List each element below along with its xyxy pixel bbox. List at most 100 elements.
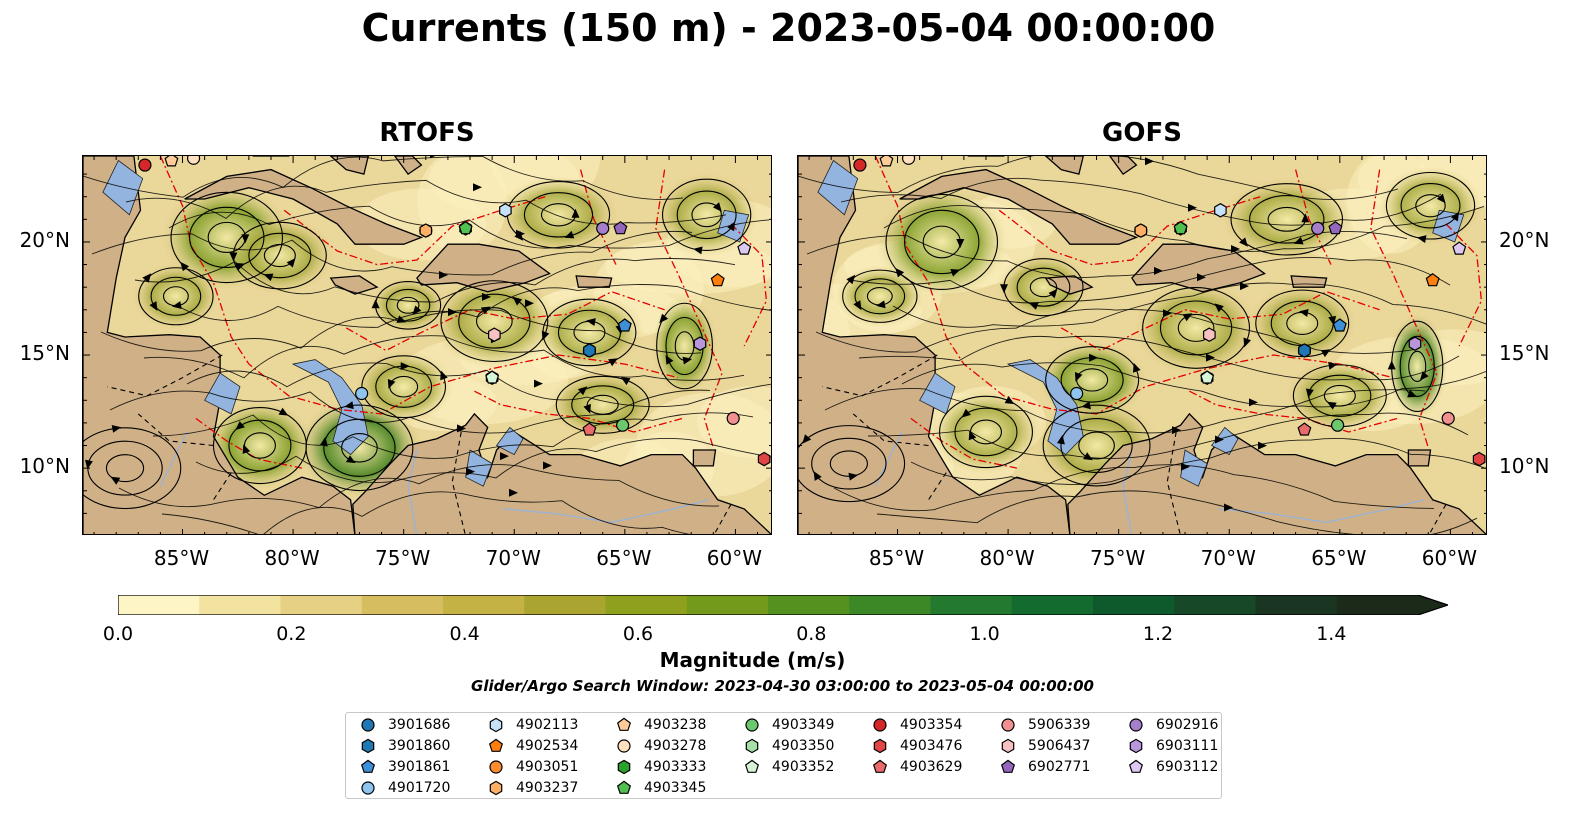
float-marker-5906339[interactable] xyxy=(1441,411,1455,425)
landmass xyxy=(416,243,551,293)
map-canvas[interactable] xyxy=(798,156,1487,535)
float-marker-4903238[interactable] xyxy=(164,156,179,167)
float-marker-6902771[interactable] xyxy=(1328,221,1343,235)
landmass xyxy=(1044,275,1094,295)
float-marker-4903629[interactable] xyxy=(1297,422,1312,436)
legend-marker-6903112 xyxy=(1128,759,1144,773)
eez-boundary xyxy=(1370,169,1438,448)
lon-tick-label-left: 65°W xyxy=(596,546,652,570)
legend-label: 4903237 xyxy=(516,780,579,796)
eez-boundary xyxy=(874,156,1394,415)
float-marker-4903238[interactable] xyxy=(879,156,894,167)
legend-label: 6903111 xyxy=(1156,738,1219,754)
float-marker-4903349[interactable] xyxy=(1331,418,1345,432)
map-panel-rtofs[interactable] xyxy=(82,155,772,535)
float-marker-4903237[interactable] xyxy=(1134,223,1148,238)
legend-marker-4902534 xyxy=(488,738,504,752)
float-marker-3901861[interactable] xyxy=(1332,318,1347,332)
legend-marker-4903051 xyxy=(489,760,503,774)
legend-marker-4903333 xyxy=(617,759,631,775)
float-marker-4903476[interactable] xyxy=(757,451,771,467)
float-marker-4901720[interactable] xyxy=(1070,386,1084,401)
lon-tick-label-left: 80°W xyxy=(264,546,320,570)
legend-label: 3901860 xyxy=(388,738,451,754)
eez-boundary xyxy=(345,290,665,352)
legend-marker-4903629 xyxy=(872,759,888,773)
float-marker-3901860[interactable] xyxy=(1298,343,1311,358)
float-marker-4903629[interactable] xyxy=(582,422,597,436)
float-marker-4902534[interactable] xyxy=(710,273,725,287)
water-body xyxy=(102,159,144,216)
colorbar-gradient xyxy=(117,594,1450,616)
legend-item: 4902534 xyxy=(488,736,578,756)
float-marker-6903111[interactable] xyxy=(1408,336,1422,351)
legend-item: 3901686 xyxy=(360,715,450,735)
float-marker-4903349[interactable] xyxy=(616,418,630,432)
legend-marker-6903111 xyxy=(1129,738,1143,754)
eez-boundary xyxy=(998,196,1261,266)
float-marker-4903278[interactable] xyxy=(186,156,201,165)
legend-item: 4903051 xyxy=(488,757,578,777)
colorbar-segment xyxy=(524,595,606,615)
float-marker-4902534[interactable] xyxy=(1425,273,1440,287)
legend-item: 4902113 xyxy=(488,715,578,735)
float-marker-6903112[interactable] xyxy=(1452,241,1467,255)
legend-label: 4903354 xyxy=(900,717,963,733)
float-marker-4903354[interactable] xyxy=(138,158,152,172)
legend-label: 4903349 xyxy=(772,717,835,733)
colorbar-tick-label: 1.2 xyxy=(1142,623,1174,645)
legend-label: 4902113 xyxy=(516,717,579,733)
float-marker-3901860[interactable] xyxy=(583,343,596,358)
float-marker-5906437[interactable] xyxy=(488,327,501,342)
colorbar-tick-label: 0.8 xyxy=(796,623,827,645)
lon-tick-label-left: 70°W xyxy=(485,546,541,570)
colorbar-segment xyxy=(443,595,525,615)
float-marker-3901861[interactable] xyxy=(617,318,632,332)
legend-label: 4903629 xyxy=(900,759,963,775)
float-marker-6902771[interactable] xyxy=(613,221,628,235)
float-marker-4901720[interactable] xyxy=(355,386,369,401)
float-marker-4903352[interactable] xyxy=(1200,370,1215,384)
water-body xyxy=(204,372,241,415)
float-marker-6902916[interactable] xyxy=(596,221,610,235)
float-marker-4903352[interactable] xyxy=(485,370,500,384)
float-marker-4903476[interactable] xyxy=(1472,451,1486,467)
float-marker-4903354[interactable] xyxy=(853,158,867,172)
legend-label: 5906437 xyxy=(1028,738,1091,754)
legend-label: 4903238 xyxy=(644,717,707,733)
colorbar-segment xyxy=(1255,595,1338,615)
colorbar-segment xyxy=(768,595,850,615)
legend-item: 6902771 xyxy=(1000,757,1090,777)
legend-label: 4903352 xyxy=(772,759,835,775)
float-marker-4902113[interactable] xyxy=(499,203,512,218)
legend-marker-5906437 xyxy=(1001,738,1015,754)
legend-marker-4902113 xyxy=(489,717,503,733)
float-marker-6903112[interactable] xyxy=(737,241,752,255)
landmass xyxy=(1131,243,1266,293)
colorbar-segment xyxy=(1336,595,1418,615)
float-marker-6902916[interactable] xyxy=(1311,221,1325,235)
lon-tick-label-left: 60°W xyxy=(706,546,763,570)
figure-title: Currents (150 m) - 2023-05-04 00:00:00 xyxy=(361,6,1216,50)
eez-boundary xyxy=(195,417,303,469)
eez-boundary xyxy=(1189,390,1398,433)
map-panel-gofs[interactable] xyxy=(797,155,1487,535)
colorbar-segment xyxy=(199,595,281,615)
float-marker-5906437[interactable] xyxy=(1203,327,1216,342)
legend-marker-4903354 xyxy=(873,718,887,732)
legend-item: 4903629 xyxy=(872,757,962,777)
search-window-label: Glider/Argo Search Window: 2023-04-30 03… xyxy=(471,677,1094,695)
float-marker-4903278[interactable] xyxy=(901,156,916,165)
colorbar-segment xyxy=(1093,595,1175,615)
float-marker-6903111[interactable] xyxy=(693,336,707,351)
legend-marker-4903476 xyxy=(873,738,887,754)
float-marker-5906339[interactable] xyxy=(726,411,740,425)
legend-item: 6902916 xyxy=(1128,715,1218,735)
legend-label: 4903278 xyxy=(644,738,707,754)
float-marker-4903345[interactable] xyxy=(1173,221,1188,235)
lat-tick-label-left: 20°N xyxy=(19,227,70,252)
float-marker-4902113[interactable] xyxy=(1214,203,1227,218)
map-canvas[interactable] xyxy=(83,156,772,535)
float-marker-4903237[interactable] xyxy=(419,223,433,238)
float-marker-4903345[interactable] xyxy=(458,221,473,235)
